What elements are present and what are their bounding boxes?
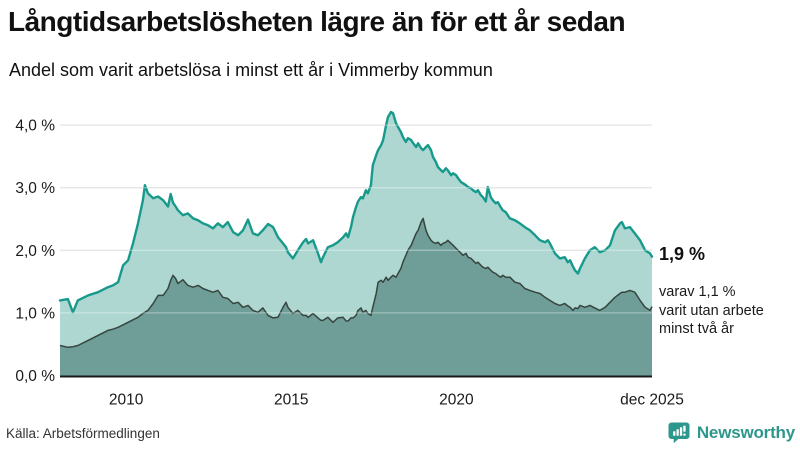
two-year-note-line1: varav 1,1 % [659,284,736,300]
x-tick-label: dec 2025 [620,392,684,409]
area-two-year [60,218,652,376]
y-tick-label: 0,0 % [15,368,55,385]
newsworthy-wordmark: Newsworthy [696,423,795,442]
y-tick-label: 1,0 % [15,305,55,322]
y-tick-label: 3,0 % [15,180,55,197]
y-tick-label: 4,0 % [15,118,55,135]
line-total-one-year [58,110,654,314]
x-tick-label: 2020 [439,392,474,409]
y-tick-label: 2,0 % [15,243,55,260]
source-attribution: Källa: Arbetsförmedlingen [6,426,160,441]
page-title: Långtidsarbetslösheten lägre än för ett … [8,6,626,37]
newsworthy-logo: Newsworthy [667,421,795,445]
two-year-note: varav 1,1 % varit utan arbete minst två … [659,283,764,339]
two-year-note-line3: minst två år [659,321,734,337]
latest-value-label: 1,9 % [659,244,706,264]
two-year-note-line2: varit utan arbete [659,302,764,319]
x-tick-label: 2015 [274,392,308,409]
newsworthy-bubble-chart-icon [668,422,690,444]
chart-subtitle: Andel som varit arbetslösa i minst ett å… [9,60,493,80]
x-tick-label: 2010 [109,392,144,409]
line-two-year [59,217,653,349]
